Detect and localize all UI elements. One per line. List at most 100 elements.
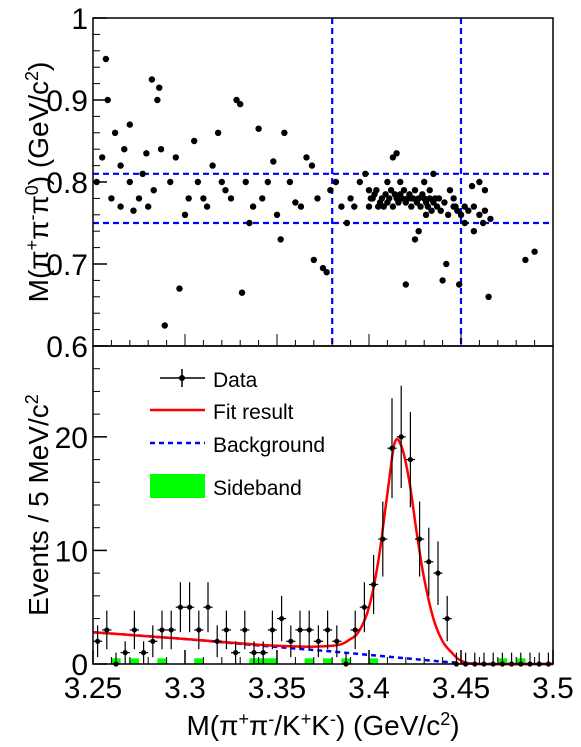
scatter-point [470, 203, 478, 210]
data-marker [150, 638, 156, 644]
scatter-point [167, 178, 174, 186]
scatter-point [415, 228, 422, 235]
data-point [249, 641, 259, 664]
scatter-point [432, 195, 439, 202]
legend-label-background: Background [213, 434, 325, 457]
scatter-point [338, 203, 345, 210]
scatter-point [143, 150, 150, 157]
scatter-point [314, 195, 321, 202]
x-tick-label: 3.25 [64, 672, 122, 705]
data-point [139, 641, 149, 664]
scatter-point [351, 203, 358, 210]
scatter-point [108, 195, 115, 202]
data-marker [407, 456, 413, 463]
scatter-point [461, 203, 468, 210]
scatter-point [154, 96, 161, 104]
scatter-point [209, 162, 216, 169]
data-marker [352, 627, 358, 633]
scatter-point [145, 203, 152, 210]
data-marker [104, 627, 110, 633]
data-point [415, 501, 425, 577]
scatter-point [393, 150, 400, 157]
scatter-point [218, 178, 225, 186]
bottom-y-axis-label: Events / 5 MeV/c2 [22, 394, 54, 616]
scatter-point [111, 129, 119, 136]
y-tick-label: 0.9 [46, 85, 88, 118]
legend-label-sideband: Sideband [213, 477, 302, 500]
scatter-point [476, 211, 483, 218]
scatter-point [310, 256, 317, 264]
scatter-point [356, 178, 363, 186]
sideband-bar [304, 658, 314, 664]
legend-item-background: Background [150, 434, 325, 457]
data-marker [168, 627, 174, 633]
data-marker [306, 627, 312, 633]
scatter-point [249, 203, 257, 210]
scatter-point [99, 154, 106, 161]
data-marker [371, 581, 377, 588]
sideband-bar [194, 658, 204, 664]
sideband-bar [369, 658, 379, 664]
scatter-point [308, 162, 316, 169]
data-marker [325, 627, 331, 633]
scatter-point [389, 154, 397, 161]
data-points [93, 385, 553, 667]
sideband-bar [267, 658, 277, 664]
scatter-point [389, 203, 397, 210]
y-tick-label: 0.6 [46, 331, 88, 364]
data-point [148, 625, 158, 658]
scatter-point [238, 289, 246, 296]
data-marker [223, 627, 229, 633]
data-point [350, 610, 360, 650]
scatter-point [222, 187, 229, 194]
scatter-point [156, 84, 163, 91]
scatter-point [185, 195, 192, 202]
data-marker [196, 627, 202, 633]
scatter-point [465, 207, 472, 214]
data-point [102, 610, 112, 650]
scatter-point [378, 195, 386, 202]
scatter-point [461, 219, 468, 227]
scatter-point [437, 207, 444, 214]
legend: Data Fit result Background Sideband [150, 369, 325, 500]
data-marker [435, 570, 441, 576]
scatter-point [470, 228, 478, 235]
data-point [194, 610, 204, 650]
data-point [203, 582, 213, 633]
scatter-point [233, 96, 240, 104]
data-marker [131, 627, 137, 633]
sideband-bar [157, 658, 167, 664]
scatter-point [487, 215, 494, 223]
data-marker [205, 604, 211, 610]
scatter-point [319, 264, 327, 272]
scatter-point [411, 187, 419, 194]
y-tick-label: 0.7 [46, 249, 88, 282]
x-tick-label: 3.5 [532, 672, 574, 705]
bottom-x-ticks: 3.25 3.3 3.35 3.4 3.45 3.5 [64, 650, 574, 705]
scatter-point [246, 219, 253, 227]
data-marker [389, 445, 395, 451]
scatter-point [126, 178, 133, 186]
scatter-point [485, 293, 492, 300]
scatter-point [117, 162, 124, 169]
scatter-point [522, 256, 529, 264]
sideband-bar [129, 658, 139, 664]
scatter-point [121, 146, 128, 153]
data-marker [398, 434, 404, 440]
scatter-point [227, 195, 235, 202]
data-point [129, 610, 139, 650]
scatter-point [387, 187, 395, 194]
top-y-ticks: 0.6 0.7 0.8 0.9 1 [46, 3, 554, 364]
scatter-point [277, 236, 284, 243]
data-marker [279, 615, 285, 622]
scatter-point [398, 195, 406, 202]
data-point [166, 610, 176, 650]
scatter-point [365, 187, 373, 194]
scatter-point [255, 125, 262, 132]
data-marker [260, 650, 266, 656]
scatter-point [426, 187, 433, 194]
scatter-point [259, 195, 266, 202]
data-point [286, 625, 296, 658]
data-point [387, 398, 397, 499]
